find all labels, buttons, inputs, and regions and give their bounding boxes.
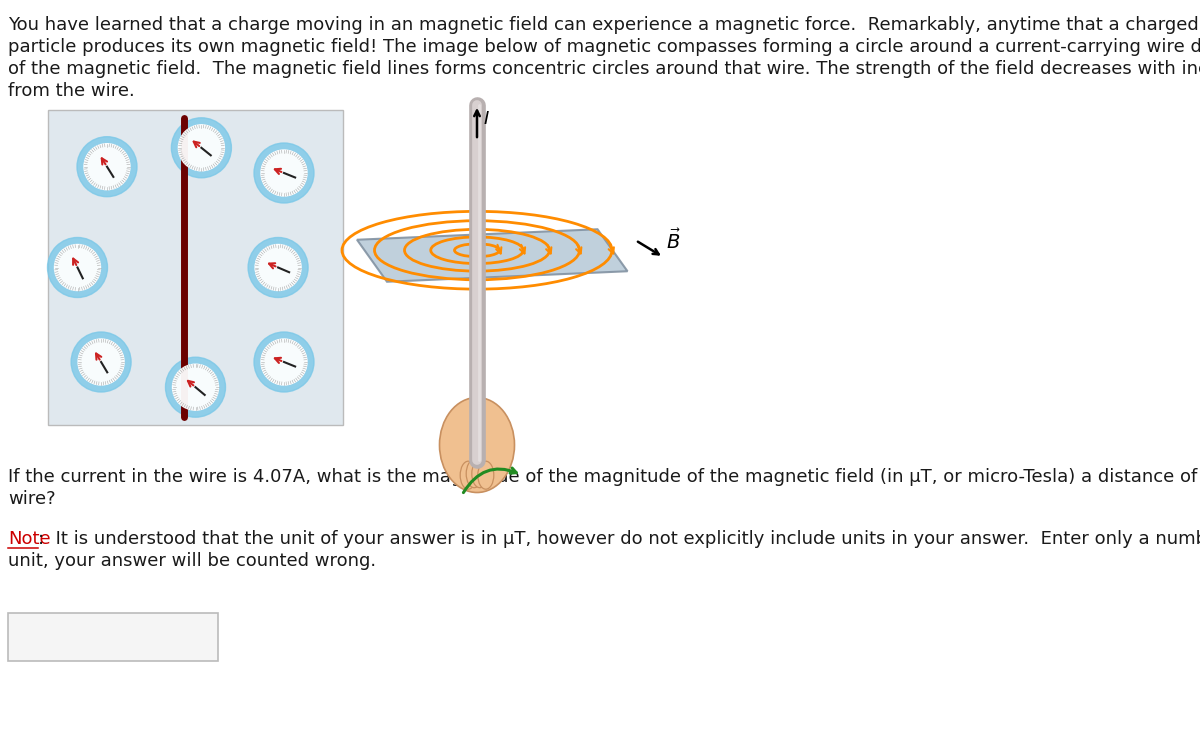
Bar: [48, 110, 343, 425]
Text: $I$: $I$: [482, 110, 490, 128]
Circle shape: [77, 137, 137, 197]
Circle shape: [173, 364, 218, 410]
Circle shape: [78, 339, 124, 385]
Text: from the wire.: from the wire.: [8, 82, 134, 100]
Text: of the magnetic field.  The magnetic field lines forms concentric circles around: of the magnetic field. The magnetic fiel…: [8, 60, 1200, 78]
Text: You have learned that a charge moving in an magnetic field can experience a magn: You have learned that a charge moving in…: [8, 16, 1200, 34]
Text: Note: Note: [8, 530, 50, 548]
Circle shape: [71, 332, 131, 392]
Polygon shape: [358, 229, 628, 282]
Text: If the current in the wire is 4.07A, what is the magnitude of the magnitude of t: If the current in the wire is 4.07A, wha…: [8, 468, 1200, 486]
Circle shape: [84, 144, 130, 190]
Circle shape: [262, 150, 307, 196]
Bar: [8, 613, 218, 661]
Ellipse shape: [461, 461, 476, 489]
Ellipse shape: [466, 460, 482, 488]
Circle shape: [166, 357, 226, 417]
Ellipse shape: [472, 460, 487, 488]
Circle shape: [48, 238, 108, 297]
Circle shape: [262, 339, 307, 385]
Text: :  It is understood that the unit of your answer is in μT, however do not explic: : It is understood that the unit of your…: [38, 530, 1200, 548]
Circle shape: [54, 244, 101, 291]
Text: unit, your answer will be counted wrong.: unit, your answer will be counted wrong.: [8, 552, 376, 570]
Circle shape: [254, 143, 314, 203]
Text: $\vec{B}$: $\vec{B}$: [666, 229, 680, 253]
Text: wire?: wire?: [8, 490, 55, 508]
Circle shape: [172, 118, 232, 178]
Circle shape: [179, 125, 224, 171]
Text: particle produces its own magnetic field! The image below of magnetic compasses : particle produces its own magnetic field…: [8, 38, 1200, 56]
Circle shape: [256, 244, 301, 291]
Circle shape: [248, 238, 308, 297]
Ellipse shape: [478, 461, 494, 489]
Ellipse shape: [439, 397, 515, 492]
Circle shape: [254, 332, 314, 392]
